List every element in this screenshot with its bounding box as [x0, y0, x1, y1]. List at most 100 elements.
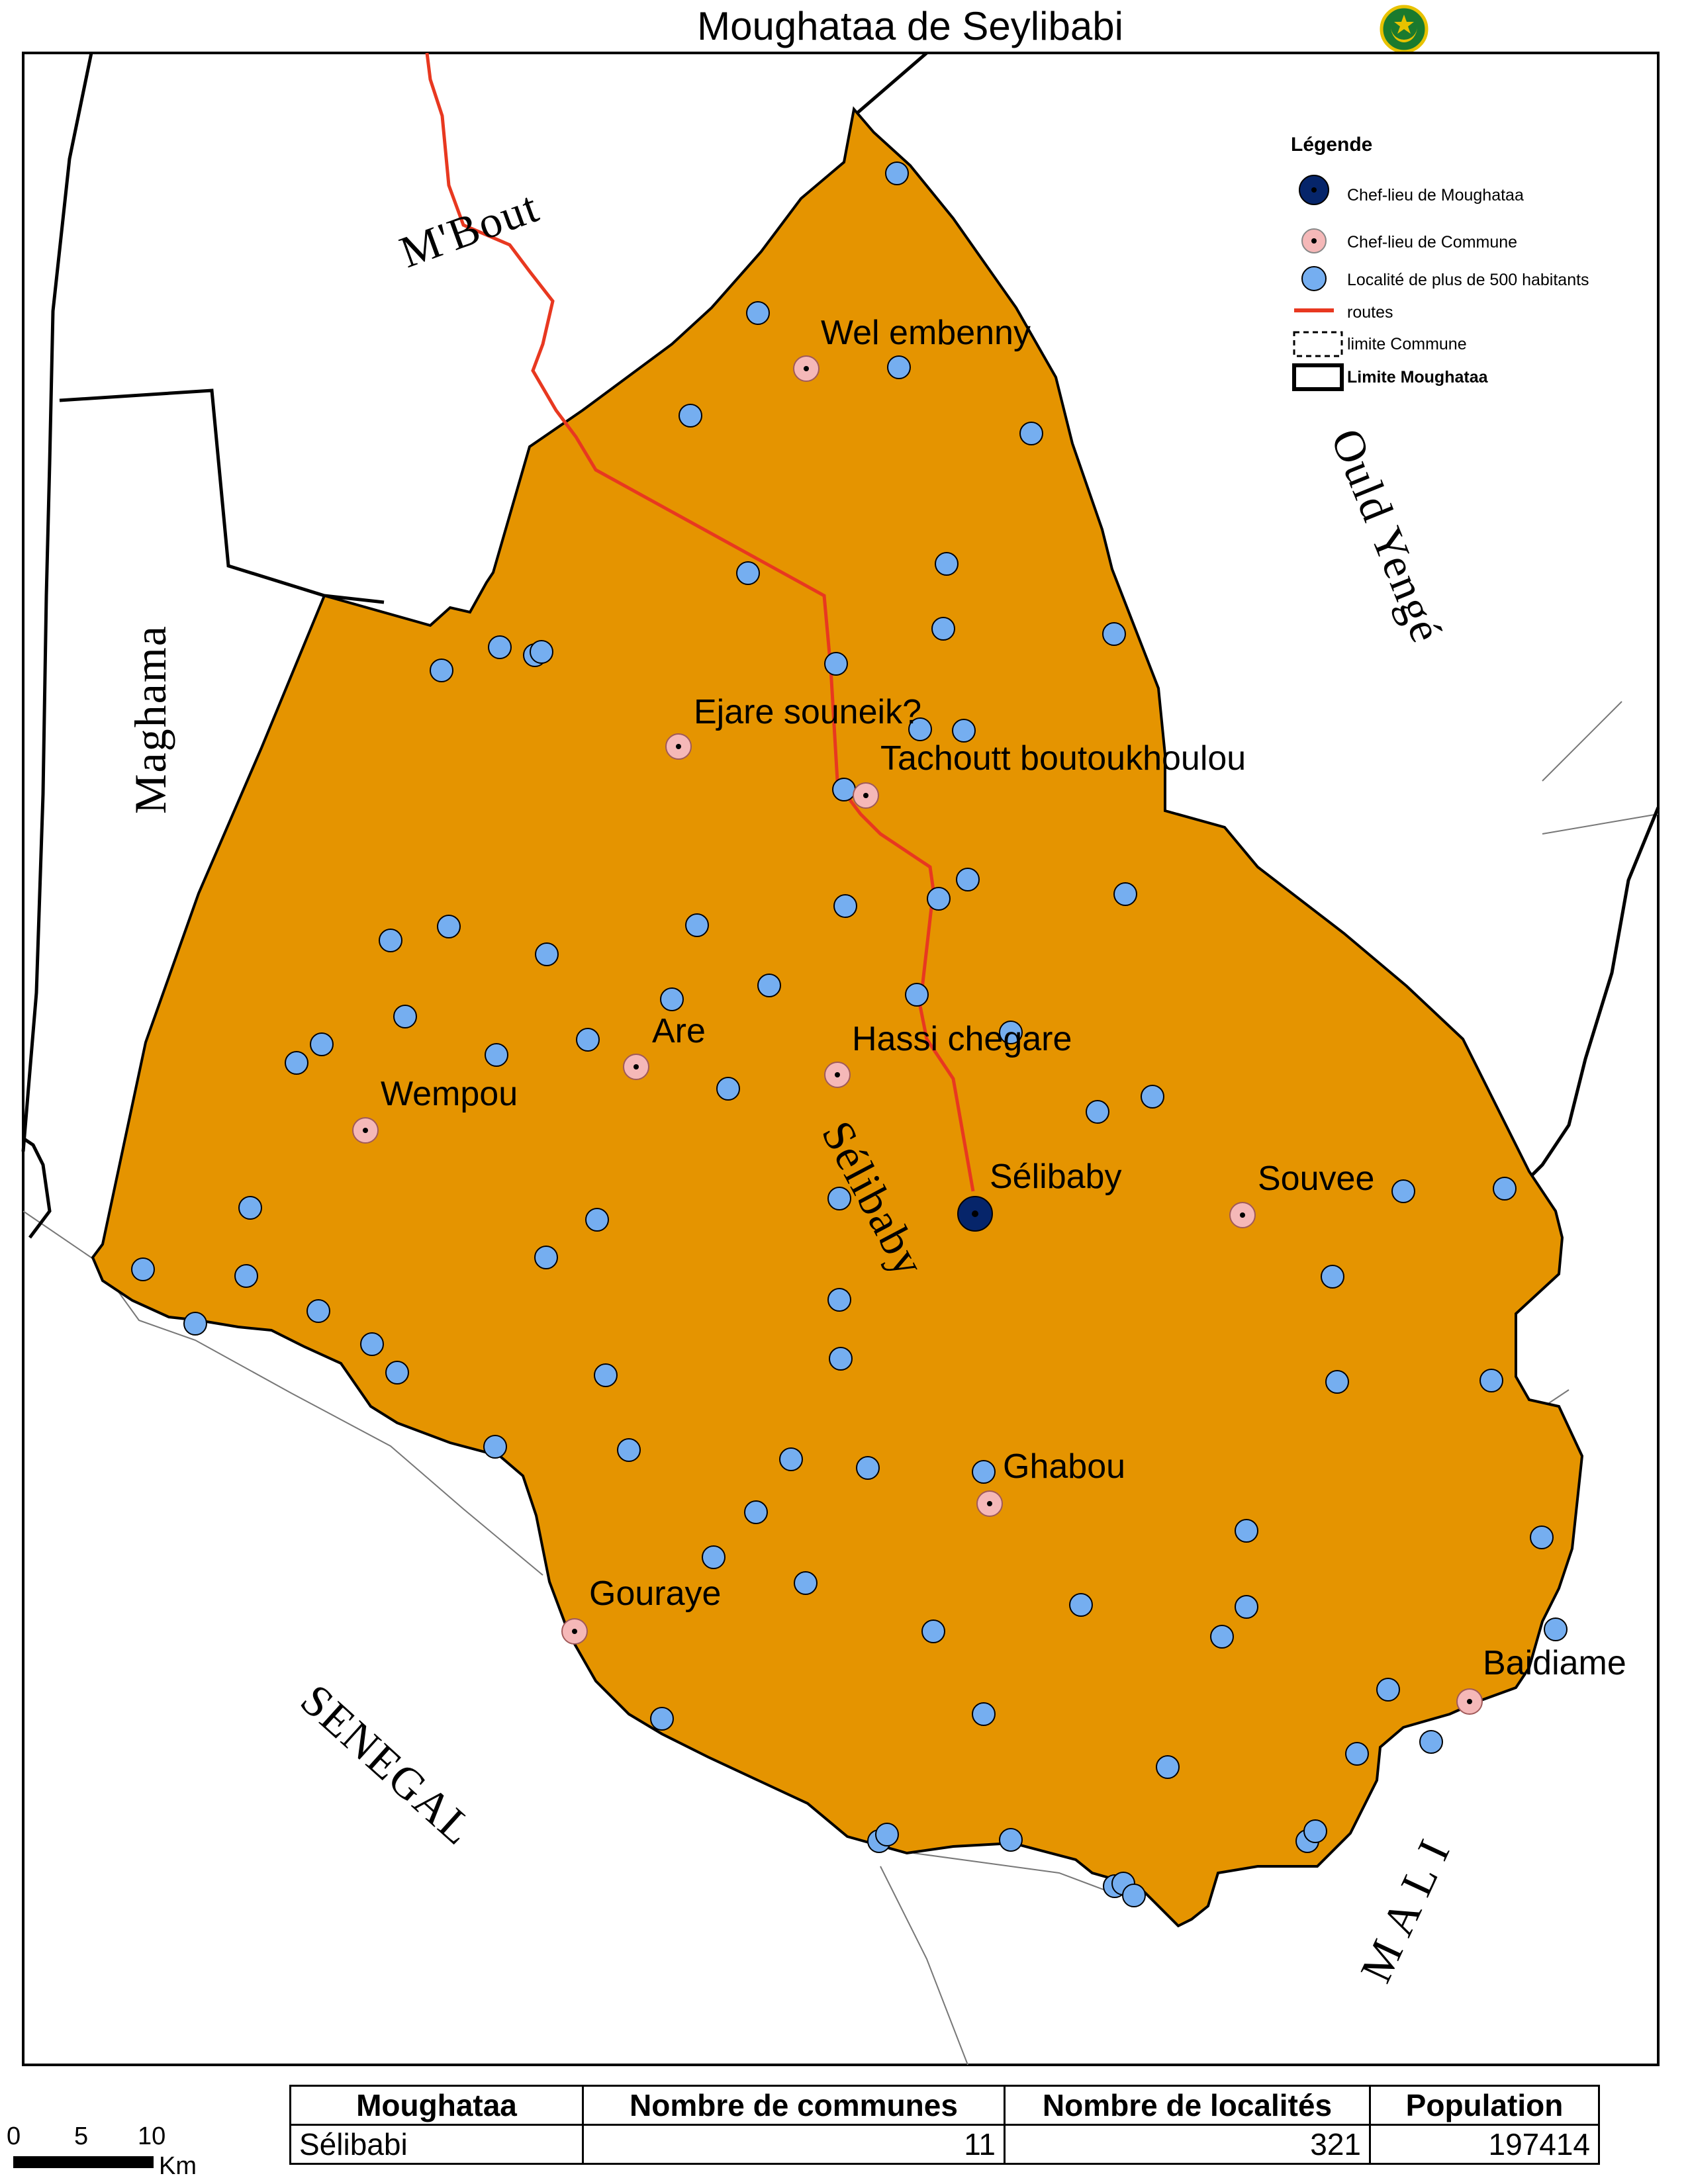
locality-marker[interactable]	[576, 1028, 600, 1052]
locality-marker[interactable]	[360, 1332, 384, 1356]
locality-marker[interactable]	[1156, 1755, 1180, 1779]
locality-marker[interactable]	[1479, 1369, 1503, 1392]
commune-center-marker[interactable]	[1229, 1202, 1256, 1228]
locality-marker[interactable]	[972, 1702, 996, 1726]
locality-marker[interactable]	[746, 301, 770, 325]
locality-marker[interactable]	[660, 987, 684, 1011]
locality-marker[interactable]	[832, 778, 856, 801]
locality-marker[interactable]	[1141, 1085, 1164, 1109]
locality-marker[interactable]	[1102, 622, 1126, 646]
locality-marker[interactable]	[1235, 1595, 1258, 1619]
locality-marker[interactable]	[685, 913, 709, 937]
locality-marker[interactable]	[935, 552, 959, 576]
locality-marker[interactable]	[716, 1077, 740, 1101]
locality-marker[interactable]	[379, 929, 402, 952]
locality-marker[interactable]	[736, 561, 760, 585]
commune-center-marker[interactable]	[561, 1618, 588, 1645]
commune-center-marker[interactable]	[665, 733, 692, 760]
locality-marker[interactable]	[585, 1208, 609, 1232]
locality-marker[interactable]	[430, 659, 453, 682]
locality-marker[interactable]	[530, 640, 553, 664]
locality-marker[interactable]	[921, 1619, 945, 1643]
locality-marker[interactable]	[1345, 1742, 1369, 1766]
locality-marker[interactable]	[1303, 1819, 1327, 1843]
header-moughataa: Moughataa	[289, 2085, 584, 2126]
locality-marker[interactable]	[1235, 1519, 1258, 1543]
locality-marker[interactable]	[887, 355, 911, 379]
locality-marker[interactable]	[908, 717, 932, 741]
locality-marker[interactable]	[234, 1264, 258, 1288]
locality-marker[interactable]	[1391, 1179, 1415, 1203]
locality-marker[interactable]	[1122, 1884, 1146, 1907]
locality-marker[interactable]	[956, 868, 980, 891]
locality-marker[interactable]	[1069, 1593, 1093, 1617]
locality-marker[interactable]	[650, 1707, 674, 1731]
locality-marker[interactable]	[827, 1187, 851, 1210]
moughataa-selibaby-polygon	[91, 106, 1584, 1928]
locality-marker[interactable]	[483, 1435, 507, 1459]
locality-marker[interactable]	[824, 652, 848, 676]
commune-center-marker[interactable]	[824, 1062, 851, 1088]
statistics-table-container: Moughataa Nombre de communes Nombre de l…	[289, 2085, 1600, 2165]
locality-marker[interactable]	[485, 1043, 508, 1067]
locality-marker[interactable]	[535, 942, 559, 966]
locality-marker[interactable]	[1113, 882, 1137, 906]
legend-label-3: routes	[1347, 303, 1393, 322]
locality-marker[interactable]	[183, 1312, 207, 1336]
commune-center-marker[interactable]	[853, 782, 879, 809]
locality-marker[interactable]	[827, 1288, 851, 1312]
locality-marker[interactable]	[679, 404, 702, 428]
locality-marker[interactable]	[972, 1460, 996, 1484]
locality-marker[interactable]	[885, 161, 909, 185]
cell-communes: 11	[582, 2124, 1006, 2165]
commune-center-marker[interactable]	[976, 1490, 1003, 1517]
locality-marker[interactable]	[1325, 1370, 1349, 1394]
locality-marker[interactable]	[594, 1363, 618, 1387]
locality-marker[interactable]	[952, 719, 976, 743]
locality-marker[interactable]	[1019, 422, 1043, 445]
locality-marker[interactable]	[875, 1823, 899, 1846]
locality-marker[interactable]	[999, 1021, 1023, 1044]
locality-marker[interactable]	[437, 915, 461, 938]
legend-title: Légende	[1291, 134, 1372, 156]
chef-lieu-moughataa-marker[interactable]	[957, 1196, 993, 1232]
locality-marker[interactable]	[1210, 1625, 1234, 1649]
commune-center-marker[interactable]	[352, 1117, 379, 1144]
locality-marker[interactable]	[393, 1005, 417, 1028]
locality-marker[interactable]	[927, 887, 951, 911]
locality-marker[interactable]	[534, 1246, 558, 1269]
town-label-are: Are	[652, 1012, 706, 1050]
locality-marker[interactable]	[306, 1299, 330, 1323]
locality-marker[interactable]	[1530, 1525, 1554, 1549]
scale-bar: 0 5 10 Km	[7, 2122, 197, 2180]
locality-marker[interactable]	[1544, 1617, 1568, 1641]
locality-marker[interactable]	[856, 1456, 880, 1480]
statistics-table: Moughataa Nombre de communes Nombre de l…	[289, 2085, 1600, 2165]
locality-marker[interactable]	[1086, 1100, 1109, 1124]
locality-marker[interactable]	[1419, 1730, 1443, 1754]
locality-marker[interactable]	[779, 1447, 803, 1471]
locality-marker[interactable]	[829, 1347, 853, 1371]
locality-marker[interactable]	[702, 1545, 726, 1569]
locality-marker[interactable]	[757, 974, 781, 997]
locality-marker[interactable]	[833, 894, 857, 918]
locality-marker[interactable]	[1376, 1678, 1400, 1702]
locality-marker[interactable]	[1321, 1265, 1344, 1289]
locality-marker[interactable]	[1493, 1177, 1517, 1201]
locality-marker[interactable]	[931, 617, 955, 641]
locality-marker[interactable]	[794, 1571, 818, 1595]
locality-marker[interactable]	[310, 1032, 334, 1056]
locality-marker[interactable]	[905, 983, 929, 1007]
locality-marker[interactable]	[744, 1500, 768, 1524]
locality-marker[interactable]	[285, 1051, 308, 1075]
locality-marker[interactable]	[238, 1196, 262, 1220]
commune-center-marker[interactable]	[623, 1054, 649, 1080]
locality-marker[interactable]	[999, 1828, 1023, 1852]
commune-center-marker[interactable]	[1456, 1688, 1483, 1715]
locality-marker[interactable]	[617, 1438, 641, 1462]
commune-center-marker[interactable]	[793, 355, 820, 382]
locality-marker[interactable]	[385, 1361, 409, 1385]
locality-marker[interactable]	[488, 635, 512, 659]
map-title: Moughataa de Seylibabi	[697, 4, 1123, 48]
locality-marker[interactable]	[131, 1257, 155, 1281]
